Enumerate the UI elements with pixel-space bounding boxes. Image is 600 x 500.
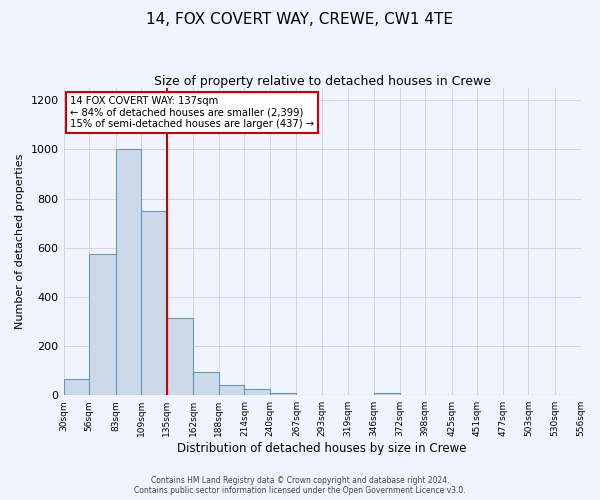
X-axis label: Distribution of detached houses by size in Crewe: Distribution of detached houses by size …	[177, 442, 467, 455]
Bar	[244, 389, 270, 395]
Bar	[141, 211, 167, 395]
Bar	[374, 393, 400, 395]
Bar	[64, 379, 89, 395]
Bar	[116, 150, 141, 395]
Bar	[193, 372, 219, 395]
Text: 14 FOX COVERT WAY: 137sqm
← 84% of detached houses are smaller (2,399)
15% of se: 14 FOX COVERT WAY: 137sqm ← 84% of detac…	[70, 96, 314, 129]
Bar	[219, 386, 244, 395]
Bar	[270, 393, 296, 395]
Title: Size of property relative to detached houses in Crewe: Size of property relative to detached ho…	[154, 75, 491, 88]
Text: 14, FOX COVERT WAY, CREWE, CW1 4TE: 14, FOX COVERT WAY, CREWE, CW1 4TE	[146, 12, 454, 28]
Text: Contains HM Land Registry data © Crown copyright and database right 2024.
Contai: Contains HM Land Registry data © Crown c…	[134, 476, 466, 495]
Bar	[167, 318, 193, 395]
Bar	[89, 254, 116, 395]
Y-axis label: Number of detached properties: Number of detached properties	[15, 154, 25, 330]
